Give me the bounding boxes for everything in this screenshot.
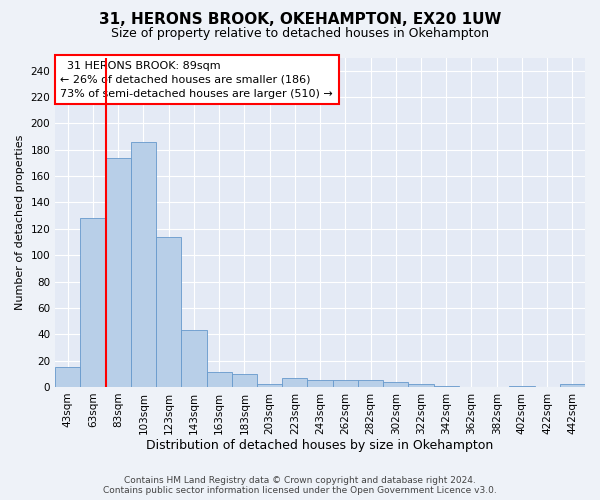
Bar <box>80 218 106 387</box>
Bar <box>560 384 585 387</box>
Text: Size of property relative to detached houses in Okehampton: Size of property relative to detached ho… <box>111 28 489 40</box>
Text: 31, HERONS BROOK, OKEHAMPTON, EX20 1UW: 31, HERONS BROOK, OKEHAMPTON, EX20 1UW <box>99 12 501 28</box>
Bar <box>257 384 282 387</box>
Y-axis label: Number of detached properties: Number of detached properties <box>15 134 25 310</box>
Bar <box>282 378 307 387</box>
Bar <box>332 380 358 387</box>
Bar <box>131 142 156 387</box>
Bar <box>206 372 232 387</box>
Bar <box>181 330 206 387</box>
X-axis label: Distribution of detached houses by size in Okehampton: Distribution of detached houses by size … <box>146 440 494 452</box>
Text: 31 HERONS BROOK: 89sqm
← 26% of detached houses are smaller (186)
73% of semi-de: 31 HERONS BROOK: 89sqm ← 26% of detached… <box>61 61 333 99</box>
Bar <box>55 367 80 387</box>
Bar <box>232 374 257 387</box>
Bar <box>307 380 332 387</box>
Bar <box>156 236 181 387</box>
Bar <box>509 386 535 387</box>
Bar <box>106 158 131 387</box>
Text: Contains HM Land Registry data © Crown copyright and database right 2024.
Contai: Contains HM Land Registry data © Crown c… <box>103 476 497 495</box>
Bar <box>383 382 409 387</box>
Bar <box>434 386 459 387</box>
Bar <box>409 384 434 387</box>
Bar <box>358 380 383 387</box>
